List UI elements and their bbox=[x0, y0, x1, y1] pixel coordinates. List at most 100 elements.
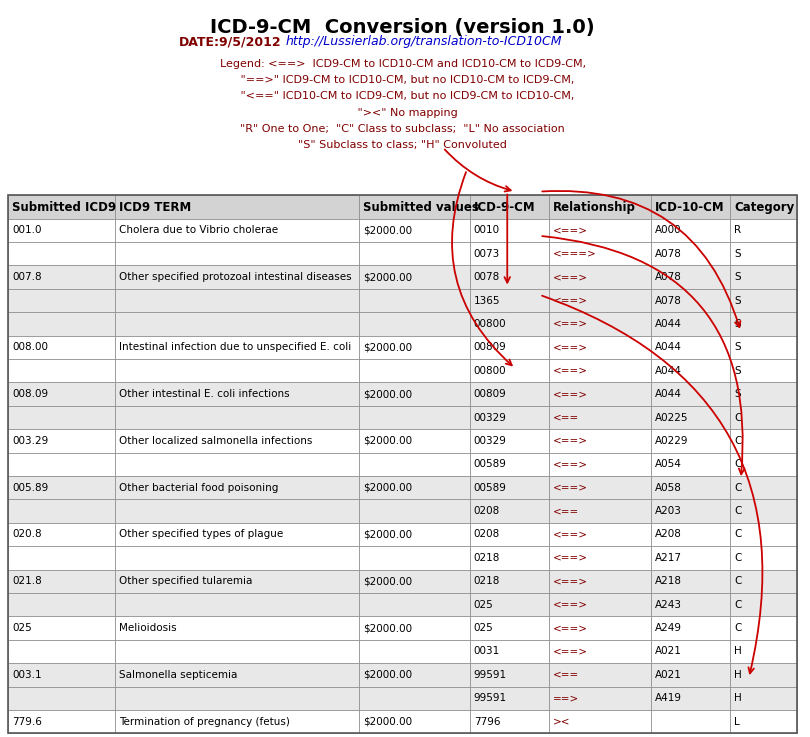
Text: "><" No mapping: "><" No mapping bbox=[347, 108, 458, 118]
FancyBboxPatch shape bbox=[114, 687, 359, 710]
Text: 025: 025 bbox=[474, 600, 493, 609]
FancyBboxPatch shape bbox=[470, 593, 548, 616]
FancyBboxPatch shape bbox=[470, 640, 548, 663]
FancyBboxPatch shape bbox=[548, 453, 651, 476]
Text: Termination of pregnancy (fetus): Termination of pregnancy (fetus) bbox=[118, 716, 289, 727]
FancyBboxPatch shape bbox=[470, 406, 548, 429]
FancyBboxPatch shape bbox=[651, 500, 730, 523]
Text: 007.8: 007.8 bbox=[12, 272, 41, 282]
Text: S: S bbox=[734, 249, 740, 259]
Text: A208: A208 bbox=[655, 529, 682, 539]
Text: 00800: 00800 bbox=[474, 319, 506, 329]
Text: A217: A217 bbox=[655, 553, 682, 563]
FancyBboxPatch shape bbox=[114, 476, 359, 500]
Text: <==: <== bbox=[552, 413, 579, 422]
Text: A044: A044 bbox=[655, 389, 682, 399]
Text: 0073: 0073 bbox=[474, 249, 500, 259]
Text: ==>: ==> bbox=[552, 694, 579, 703]
FancyBboxPatch shape bbox=[651, 289, 730, 312]
Text: Submitted values: Submitted values bbox=[363, 200, 479, 214]
FancyBboxPatch shape bbox=[359, 570, 470, 593]
Text: 020.8: 020.8 bbox=[12, 529, 41, 539]
Text: A0229: A0229 bbox=[655, 436, 688, 446]
FancyBboxPatch shape bbox=[114, 359, 359, 383]
FancyBboxPatch shape bbox=[730, 663, 797, 687]
Text: 1365: 1365 bbox=[474, 296, 501, 306]
FancyBboxPatch shape bbox=[114, 265, 359, 289]
Text: 7796: 7796 bbox=[474, 716, 501, 727]
FancyBboxPatch shape bbox=[651, 546, 730, 570]
FancyBboxPatch shape bbox=[651, 195, 730, 219]
FancyBboxPatch shape bbox=[359, 476, 470, 500]
FancyBboxPatch shape bbox=[470, 359, 548, 383]
FancyBboxPatch shape bbox=[8, 265, 114, 289]
FancyBboxPatch shape bbox=[548, 710, 651, 733]
FancyBboxPatch shape bbox=[8, 335, 114, 359]
Text: 00329: 00329 bbox=[474, 413, 506, 422]
FancyBboxPatch shape bbox=[730, 640, 797, 663]
Text: Category: Category bbox=[734, 200, 795, 214]
FancyBboxPatch shape bbox=[8, 546, 114, 570]
FancyBboxPatch shape bbox=[8, 242, 114, 265]
FancyBboxPatch shape bbox=[548, 312, 651, 335]
FancyBboxPatch shape bbox=[548, 242, 651, 265]
FancyBboxPatch shape bbox=[8, 476, 114, 500]
Text: ><: >< bbox=[552, 716, 570, 727]
Text: 0208: 0208 bbox=[474, 529, 500, 539]
FancyBboxPatch shape bbox=[651, 312, 730, 335]
FancyBboxPatch shape bbox=[548, 359, 651, 383]
Text: "S" Subclass to class; "H" Convoluted: "S" Subclass to class; "H" Convoluted bbox=[298, 140, 507, 150]
FancyBboxPatch shape bbox=[470, 265, 548, 289]
FancyBboxPatch shape bbox=[359, 265, 470, 289]
FancyBboxPatch shape bbox=[548, 546, 651, 570]
FancyBboxPatch shape bbox=[359, 335, 470, 359]
Text: <==>: <==> bbox=[552, 623, 587, 633]
FancyBboxPatch shape bbox=[548, 406, 651, 429]
Text: A044: A044 bbox=[655, 343, 682, 352]
Text: $2000.00: $2000.00 bbox=[363, 576, 412, 586]
Text: H: H bbox=[734, 670, 742, 680]
FancyBboxPatch shape bbox=[470, 546, 548, 570]
FancyBboxPatch shape bbox=[651, 476, 730, 500]
FancyBboxPatch shape bbox=[8, 616, 114, 640]
Text: A249: A249 bbox=[655, 623, 682, 633]
FancyBboxPatch shape bbox=[8, 312, 114, 335]
Text: <==: <== bbox=[552, 506, 579, 516]
FancyBboxPatch shape bbox=[730, 312, 797, 335]
FancyBboxPatch shape bbox=[651, 219, 730, 242]
FancyBboxPatch shape bbox=[8, 453, 114, 476]
Text: 0031: 0031 bbox=[474, 646, 500, 657]
FancyBboxPatch shape bbox=[730, 523, 797, 546]
Text: Legend: <==>  ICD9-CM to ICD10-CM and ICD10-CM to ICD9-CM,: Legend: <==> ICD9-CM to ICD10-CM and ICD… bbox=[220, 59, 586, 69]
Text: "<==" ICD10-CM to ICD9-CM, but no ICD9-CM to ICD10-CM,: "<==" ICD10-CM to ICD9-CM, but no ICD9-C… bbox=[230, 91, 575, 102]
FancyBboxPatch shape bbox=[548, 616, 651, 640]
FancyBboxPatch shape bbox=[730, 219, 797, 242]
Text: A203: A203 bbox=[655, 506, 682, 516]
FancyBboxPatch shape bbox=[651, 593, 730, 616]
Text: Other specified protozoal intestinal diseases: Other specified protozoal intestinal dis… bbox=[118, 272, 352, 282]
Text: ICD-9-CM: ICD-9-CM bbox=[474, 200, 535, 214]
FancyBboxPatch shape bbox=[8, 359, 114, 383]
FancyBboxPatch shape bbox=[548, 570, 651, 593]
FancyBboxPatch shape bbox=[470, 312, 548, 335]
FancyBboxPatch shape bbox=[470, 242, 548, 265]
FancyBboxPatch shape bbox=[359, 219, 470, 242]
Text: 025: 025 bbox=[12, 623, 32, 633]
Text: A021: A021 bbox=[655, 670, 682, 680]
FancyBboxPatch shape bbox=[8, 570, 114, 593]
Text: <==>: <==> bbox=[552, 553, 587, 563]
Text: C: C bbox=[734, 459, 741, 469]
Text: C: C bbox=[734, 436, 741, 446]
FancyBboxPatch shape bbox=[470, 616, 548, 640]
Text: <==>: <==> bbox=[552, 226, 587, 235]
FancyBboxPatch shape bbox=[730, 570, 797, 593]
Text: 00809: 00809 bbox=[474, 343, 506, 352]
FancyBboxPatch shape bbox=[8, 640, 114, 663]
FancyBboxPatch shape bbox=[359, 500, 470, 523]
FancyBboxPatch shape bbox=[470, 710, 548, 733]
Text: C: C bbox=[734, 506, 741, 516]
FancyBboxPatch shape bbox=[8, 523, 114, 546]
Text: 021.8: 021.8 bbox=[12, 576, 42, 586]
FancyBboxPatch shape bbox=[651, 429, 730, 453]
FancyBboxPatch shape bbox=[651, 265, 730, 289]
